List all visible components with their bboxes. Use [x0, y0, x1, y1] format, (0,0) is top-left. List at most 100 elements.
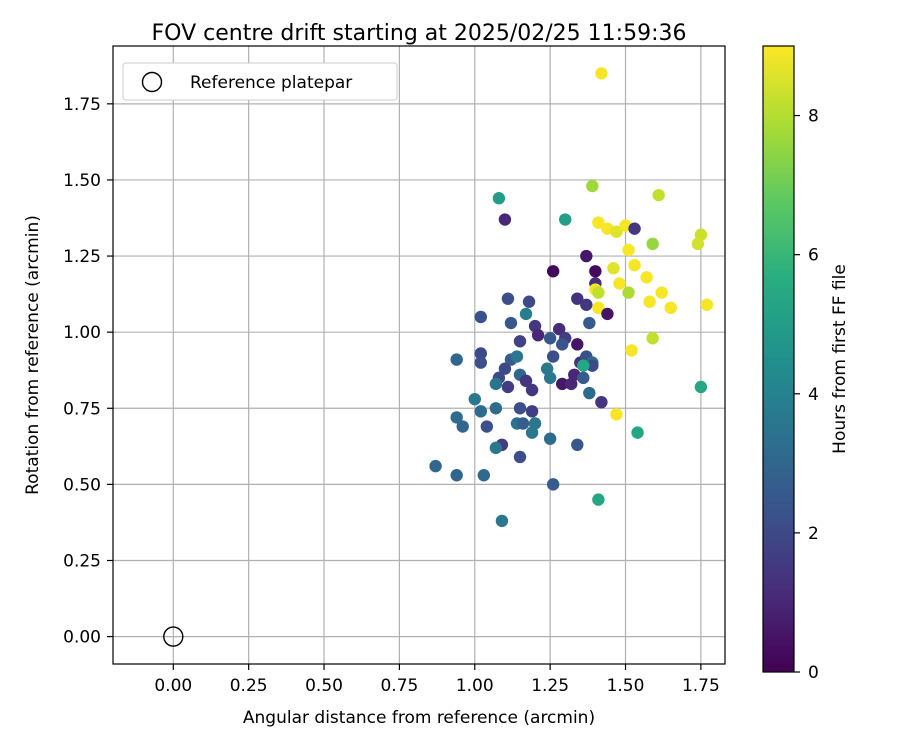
data-point: [610, 225, 623, 238]
data-point: [489, 402, 503, 415]
data-point: [610, 408, 623, 421]
x-axis: 0.00 0.25 0.50 0.75 1.00 1.25 1.50 1.75: [154, 664, 720, 696]
data-point: [622, 243, 635, 257]
data-point: [516, 417, 530, 430]
data-point: [556, 377, 569, 391]
data-point: [694, 380, 708, 394]
data-point: [531, 329, 545, 342]
data-point: [495, 514, 509, 528]
data-point: [583, 386, 596, 400]
data-point: [477, 469, 491, 482]
data-point: [510, 350, 524, 363]
data-point: [664, 301, 677, 315]
data-point: [646, 237, 659, 251]
data-point: [607, 262, 620, 275]
data-point: [522, 295, 536, 308]
data-point: [552, 322, 566, 336]
data-point: [583, 316, 596, 330]
data-point: [474, 310, 488, 324]
data-point: [586, 179, 599, 193]
data-point: [489, 377, 503, 391]
data-point: [559, 213, 572, 226]
data-point: [474, 356, 488, 369]
data-point: [504, 316, 518, 330]
plot-frame: [112, 45, 726, 665]
x-tick-label: 0.25: [230, 676, 268, 696]
reference-point-marker: [163, 626, 184, 647]
data-point: [577, 359, 590, 372]
data-point: [543, 332, 557, 345]
data-point: [592, 493, 605, 506]
y-tick-label: 0.25: [63, 551, 101, 571]
y-tick-label: 1.25: [63, 247, 101, 267]
y-tick-label: 1.00: [63, 323, 101, 343]
data-point: [628, 222, 641, 235]
data-point: [519, 374, 533, 388]
data-point: [592, 216, 605, 229]
data-point: [429, 459, 442, 473]
data-point: [498, 213, 512, 226]
colorbar-gradient: [762, 45, 795, 673]
data-point: [646, 332, 659, 345]
data-point: [513, 450, 527, 464]
data-point: [601, 307, 614, 321]
data-point: [592, 301, 605, 315]
colorbar-tick-label: 4: [808, 385, 819, 405]
data-point: [546, 478, 560, 491]
data-point: [480, 420, 494, 433]
y-axis-label: Rotation from reference (arcmin): [23, 215, 43, 495]
legend-marker-circle: [141, 71, 163, 93]
data-point: [489, 441, 503, 455]
data-point: [543, 432, 557, 445]
y-axis: 0.00 0.25 0.50 0.75 1.00 1.25 1.50 1.75: [63, 95, 113, 648]
x-tick-label: 1.50: [607, 676, 645, 696]
data-point: [450, 411, 463, 424]
data-point: [595, 395, 608, 409]
colorbar-tick-label: 0: [808, 663, 819, 683]
legend-box: [122, 62, 398, 101]
x-tick-label: 1.75: [682, 676, 720, 696]
data-point: [492, 192, 506, 205]
x-tick-label: 0.75: [380, 676, 418, 696]
data-point: [643, 295, 656, 308]
data-point: [628, 258, 641, 272]
data-point: [571, 438, 584, 452]
colorbar-tick-label: 6: [808, 246, 819, 266]
legend-entry-label: Reference platepar: [190, 73, 352, 93]
x-tick-label: 0.00: [154, 676, 192, 696]
data-point: [456, 420, 469, 433]
data-point: [546, 350, 560, 363]
colorbar-label: Hours from first FF file: [830, 264, 850, 454]
data-point: [450, 469, 463, 482]
x-tick-label: 0.50: [305, 676, 343, 696]
legend: Reference platepar: [122, 62, 398, 101]
colorbar-tick-label: 8: [808, 107, 819, 127]
data-point: [474, 347, 488, 360]
colorbar-tick-label: 2: [808, 524, 819, 544]
data-point: [640, 271, 653, 284]
y-tick-label: 1.75: [63, 95, 101, 115]
data-point: [513, 335, 527, 348]
data-point: [613, 277, 626, 290]
scatter-points: [429, 67, 714, 528]
colorbar-ticks: 0 2 4 6 8: [794, 107, 819, 683]
data-point: [546, 265, 560, 278]
chart-title: FOV centre drift starting at 2025/02/25 …: [152, 21, 687, 46]
data-point: [580, 298, 593, 311]
data-point: [543, 371, 557, 385]
x-axis-label: Angular distance from reference (arcmin): [243, 708, 595, 728]
data-point: [625, 344, 638, 357]
data-point: [474, 405, 488, 418]
x-tick-label: 1.00: [456, 676, 494, 696]
data-point: [577, 371, 590, 385]
y-tick-label: 0.75: [63, 399, 101, 419]
data-point: [595, 67, 608, 80]
data-point: [691, 237, 705, 251]
data-point: [501, 292, 515, 305]
data-point: [700, 298, 714, 311]
data-point: [652, 188, 665, 202]
data-point: [468, 392, 481, 406]
colorbar: 0 2 4 6 8 Hours from first FF file: [762, 45, 850, 683]
data-point: [525, 405, 539, 418]
data-point: [519, 307, 533, 321]
